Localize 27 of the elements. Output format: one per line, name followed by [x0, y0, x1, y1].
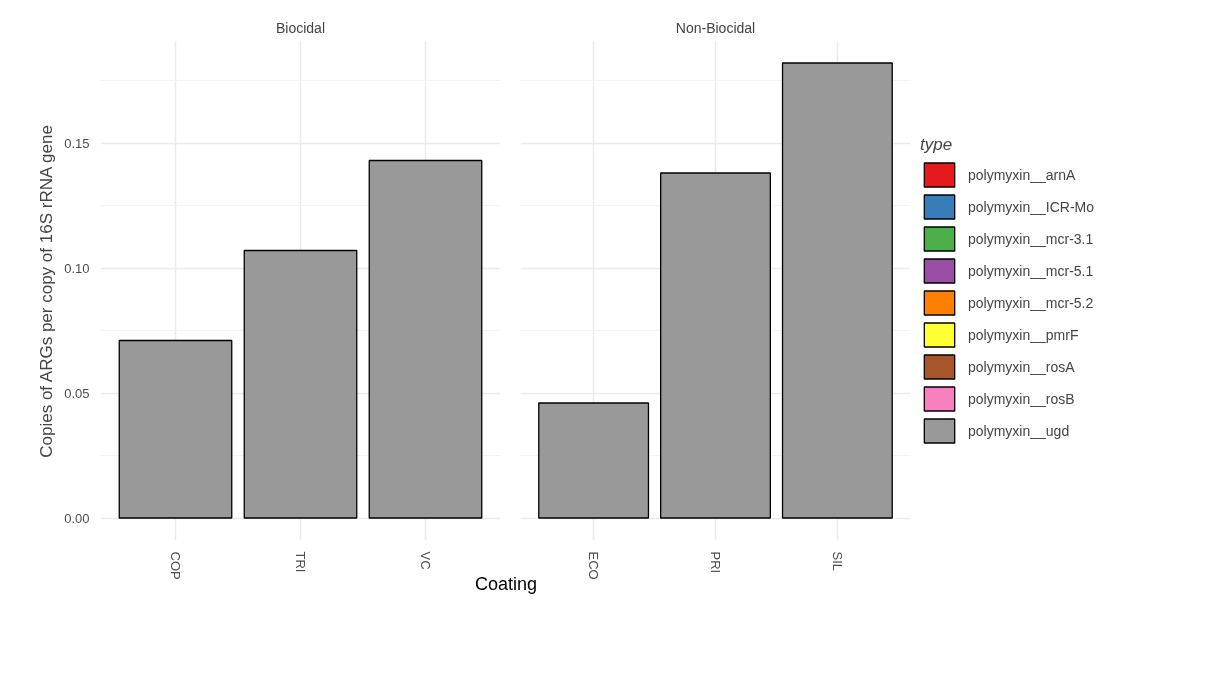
x-axis-title: Coating [475, 573, 538, 596]
legend-label: polymyxin__ICR-Mo [968, 198, 1095, 215]
x-tick-label: TRI [293, 551, 308, 573]
legend-label: polymyxin__rosB [968, 390, 1075, 407]
y-tick-label: 0.05 [64, 385, 90, 401]
legend-label: polymyxin__mcr-5.2 [968, 294, 1094, 311]
chart-title: Biocidal [275, 19, 326, 36]
bar [368, 159, 483, 519]
legend-label: polymyxin__rosA [968, 358, 1075, 375]
legend-label: polymyxin__mcr-5.1 [968, 262, 1094, 279]
x-tick-label: ECO [586, 551, 602, 580]
x-tick-label: PRI [708, 551, 723, 574]
x-tick-label: VC [418, 551, 433, 570]
y-tick-label: 0.00 [64, 510, 90, 526]
y-axis-title: Copies of ARGs per copy of 16S rRNA gene [37, 125, 57, 458]
chart-title: Non-Biocidal [675, 19, 756, 36]
legend-label: polymyxin__ugd [968, 422, 1070, 439]
y-tick-label: 0.15 [64, 135, 90, 151]
y-tick-label: 0.10 [64, 260, 90, 276]
legend-label: polymyxin__arnA [968, 166, 1076, 183]
bar [243, 249, 358, 519]
x-tick-label: COP [168, 551, 183, 580]
legend-label: polymyxin__mcr-3.1 [968, 230, 1094, 247]
legend-label: polymyxin__pmrF [968, 326, 1079, 343]
bar [118, 339, 233, 519]
x-tick-label: SIL [829, 551, 845, 572]
legend-title: type [920, 134, 954, 155]
